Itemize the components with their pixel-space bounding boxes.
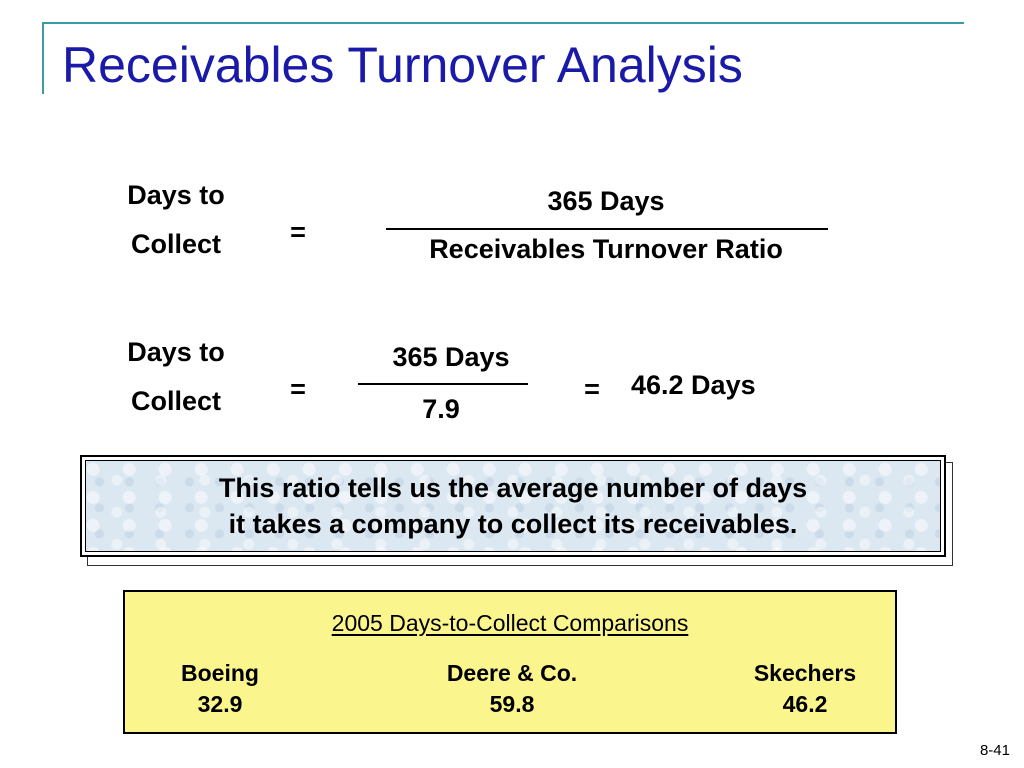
comparison-column-skechers: Skechers 46.2: [754, 658, 856, 720]
page-number: 8-41: [979, 742, 1010, 759]
frame-top-line: [42, 22, 964, 24]
company-value: 32.9: [197, 691, 243, 717]
calc-equals: =: [290, 374, 306, 404]
company-name: Boeing: [181, 660, 259, 686]
comparison-box: 2005 Days-to-Collect Comparisons Boeing …: [123, 590, 897, 734]
formula-denominator: Receivables Turnover Ratio: [429, 234, 783, 264]
comparison-column-deere: Deere & Co. 59.8: [447, 658, 577, 720]
calc-lhs-line1: Days to: [127, 337, 225, 367]
company-name: Deere & Co.: [446, 660, 578, 686]
note-box-inner: This ratio tells us the average number o…: [85, 460, 941, 552]
note-line1: This ratio tells us the average number o…: [218, 473, 808, 503]
company-name: Skechers: [753, 660, 857, 686]
comparison-column-boeing: Boeing 32.9: [181, 658, 259, 720]
calc-lhs-line2: Collect: [130, 386, 222, 416]
company-value: 59.8: [489, 691, 535, 717]
formula-numerator: 365 Days: [547, 186, 665, 216]
formula-equals: =: [290, 217, 306, 247]
frame-left-line: [42, 22, 44, 94]
slide-title: Receivables Turnover Analysis: [62, 37, 743, 93]
calc-numerator: 365 Days: [392, 342, 510, 372]
calc-denominator: 7.9: [422, 394, 460, 424]
formula-fraction-line: [386, 228, 828, 230]
calc-fraction-line: [358, 383, 528, 385]
comparison-title: 2005 Days-to-Collect Comparisons: [125, 612, 895, 635]
calc-result: 46.2 Days: [631, 370, 756, 400]
comparison-title-text: 2005 Days-to-Collect Comparisons: [331, 610, 689, 636]
note-line2: it takes a company to collect its receiv…: [228, 509, 798, 539]
note-box: This ratio tells us the average number o…: [80, 455, 946, 557]
formula-lhs-line1: Days to: [127, 180, 225, 210]
calc-equals2: =: [584, 374, 600, 404]
formula-lhs-line2: Collect: [130, 229, 222, 259]
company-value: 46.2: [782, 691, 828, 717]
